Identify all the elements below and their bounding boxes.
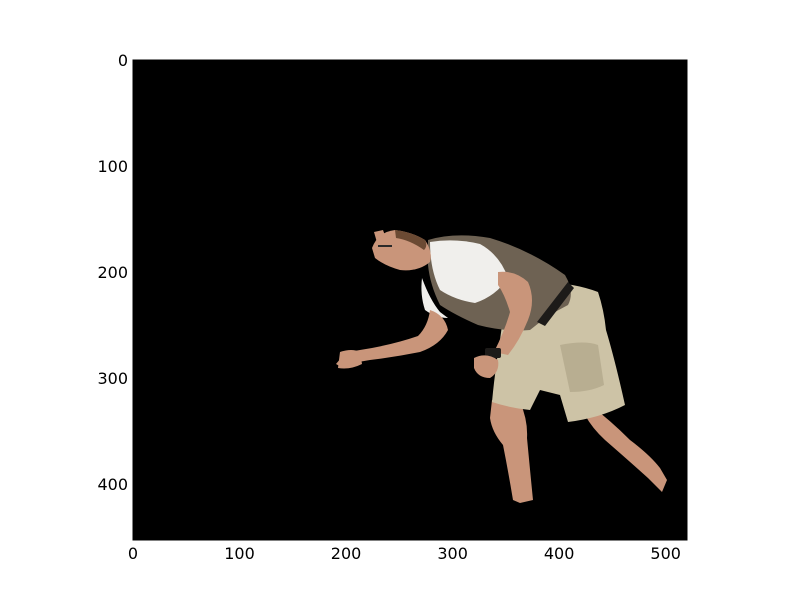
x-tick-label: 100 [224,544,255,563]
x-tick-label: 400 [544,544,575,563]
y-tick-label: 100 [97,157,128,176]
y-axis-ticks: 0 100 200 300 400 [97,51,687,494]
y-tick-label: 400 [97,475,128,494]
y-tick-label: 0 [118,51,128,70]
nose [374,230,388,246]
image-area [133,60,687,540]
front-leg [490,400,533,503]
shorts-pocket [560,342,604,392]
x-axis-ticks: 0 100 200 300 400 500 [128,60,681,563]
watch [485,348,501,358]
front-hand [338,350,362,369]
x-tick-label: 300 [437,544,468,563]
x-tick-label: 200 [331,544,362,563]
man-cutout [336,230,667,503]
shirt-sleeve [430,240,508,303]
y-tick-label: 300 [97,369,128,388]
hair [395,230,427,250]
shirt-lower [421,278,448,318]
back-leg [585,405,667,492]
fist [474,355,499,378]
x-tick-label: 0 [128,544,138,563]
belt [537,282,574,326]
front-arm [336,310,448,368]
y-tick-label: 200 [97,263,128,282]
x-tick-label: 500 [650,544,681,563]
axes-frame [132,59,688,541]
bent-arm [494,271,532,355]
